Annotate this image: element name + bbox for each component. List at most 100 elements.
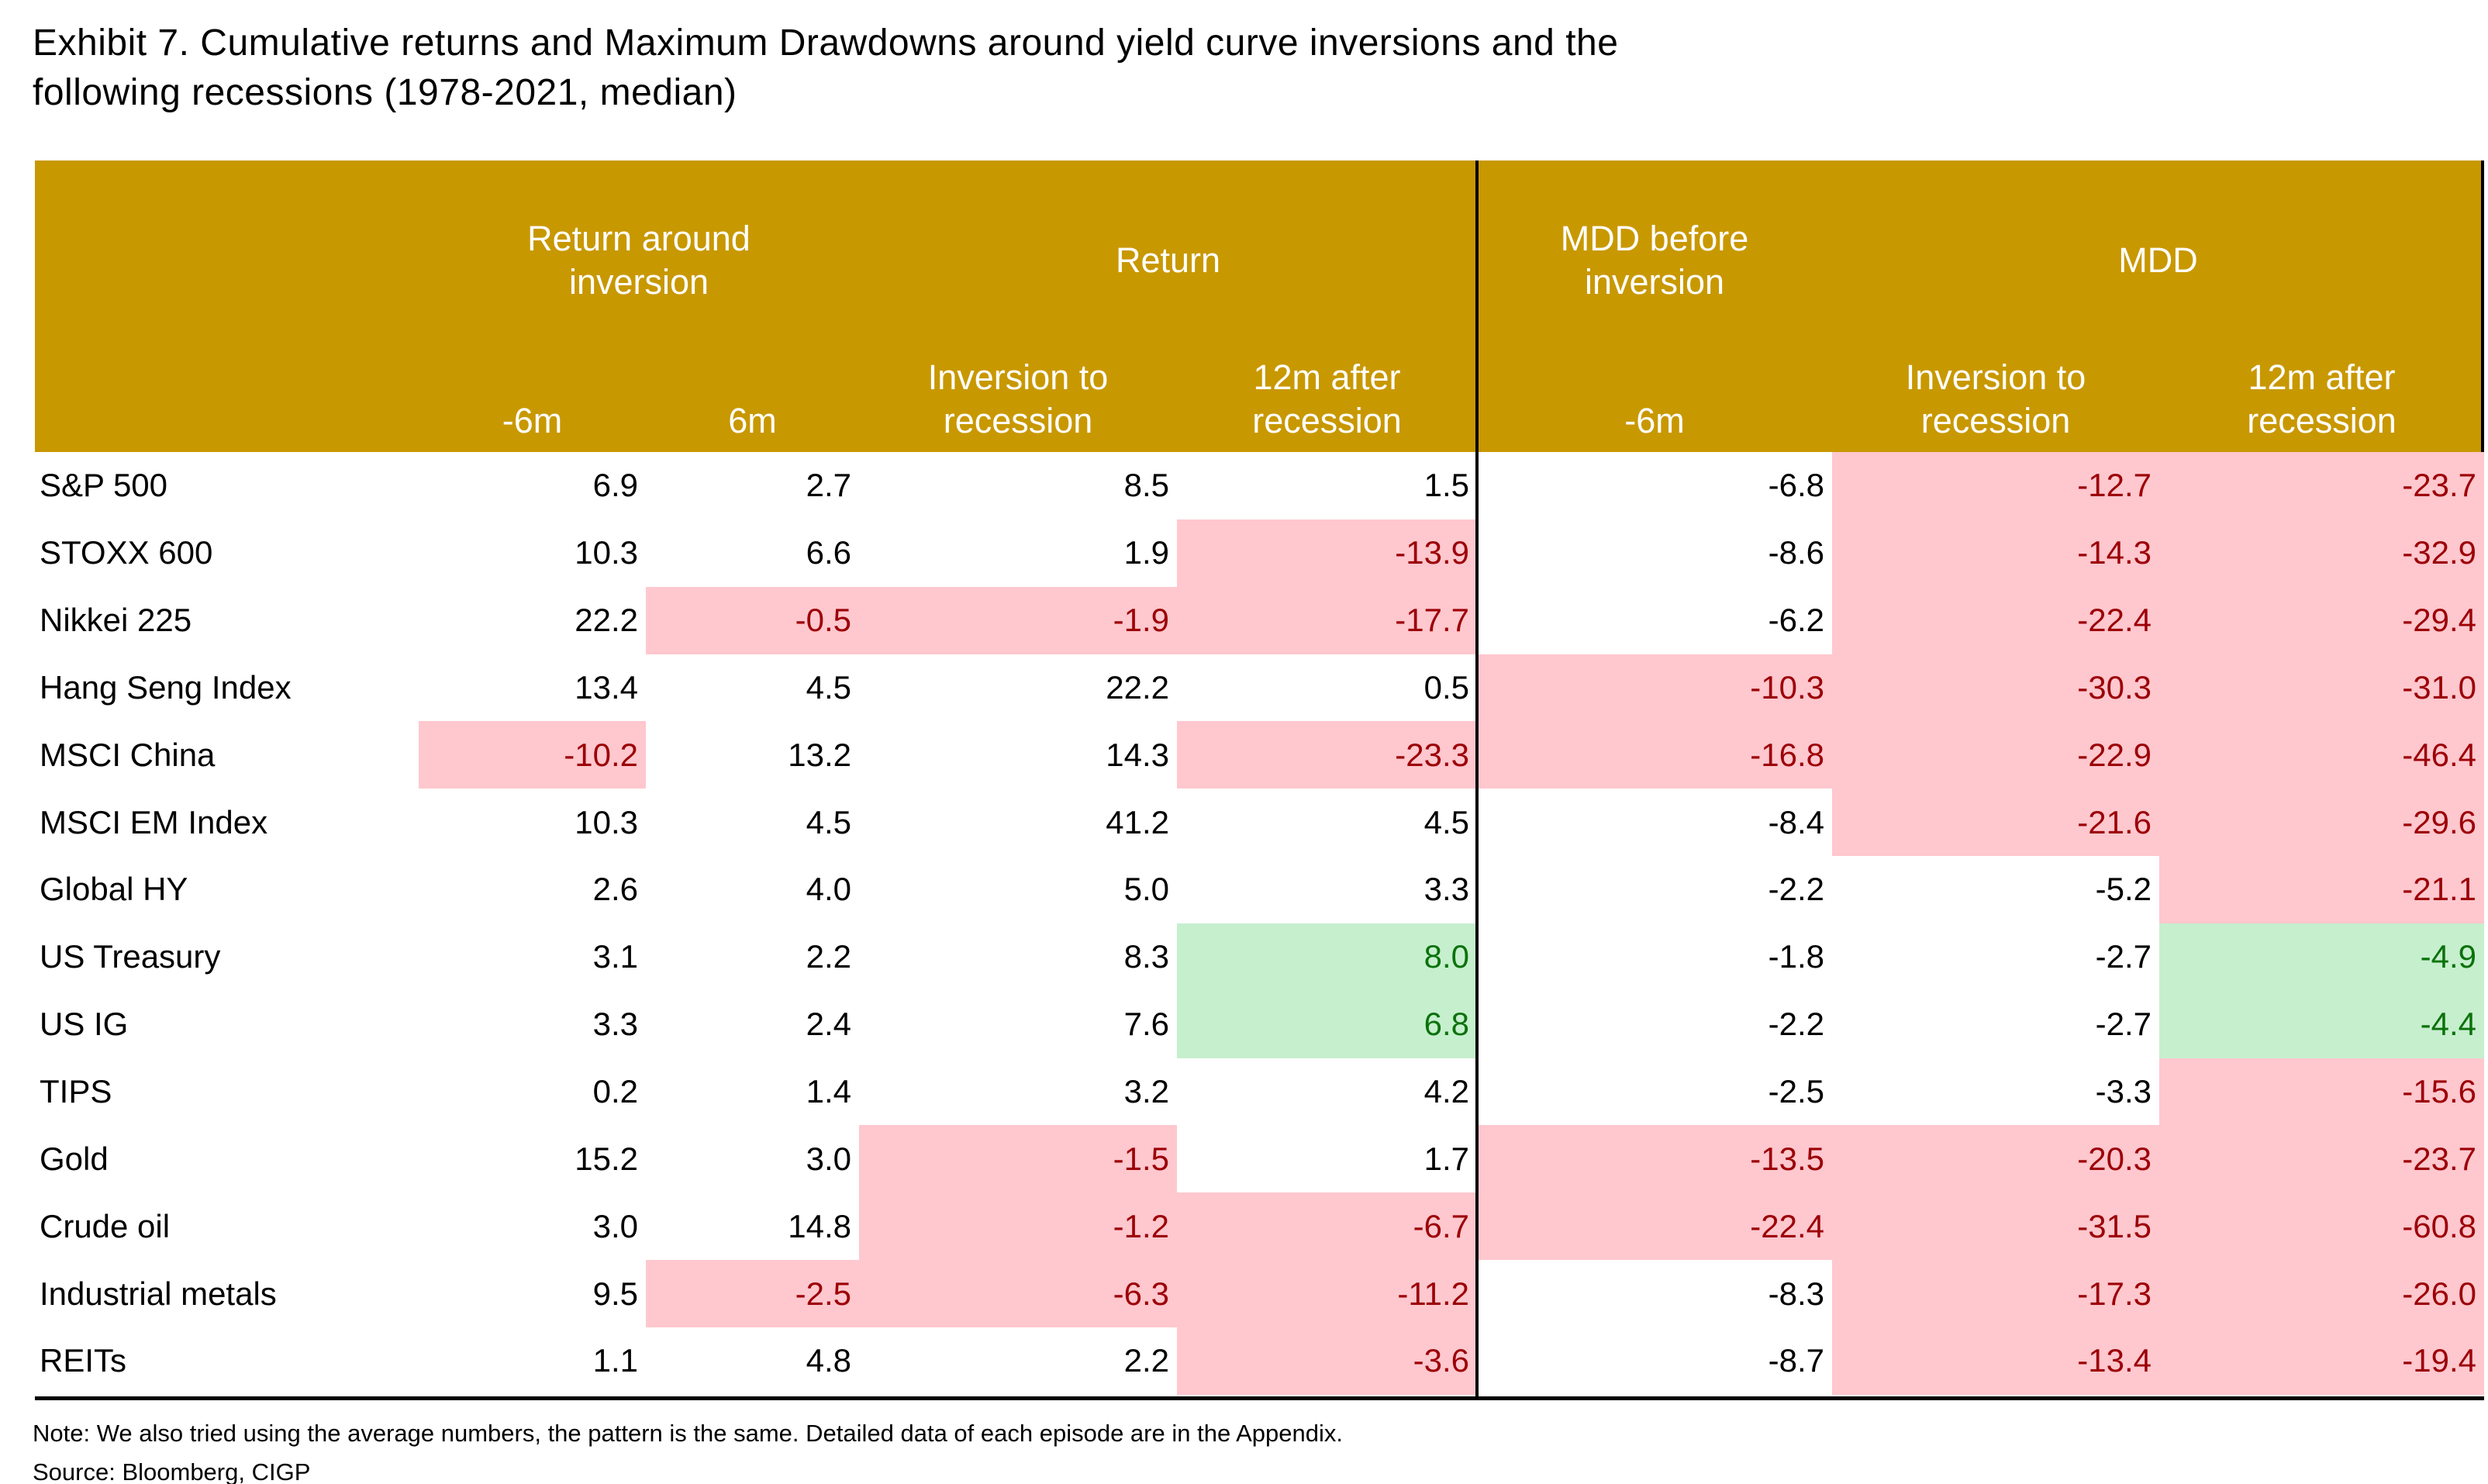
- value-cell: 3.0: [419, 1192, 646, 1261]
- column-header: -6m: [419, 361, 646, 452]
- value-cell: -15.6: [2159, 1058, 2484, 1126]
- value-cell: -23.7: [2159, 1125, 2484, 1193]
- value-cell: -29.4: [2159, 586, 2484, 654]
- value-cell: -3.6: [1177, 1327, 1477, 1395]
- column-header-spacer: [35, 361, 419, 452]
- column-header-label: -6m: [1624, 401, 1685, 440]
- row-label: Hang Seng Index: [35, 654, 419, 722]
- value-cell: 4.5: [646, 789, 859, 857]
- returns-mdd-table: Return around inversion Return MDD before …: [35, 160, 2484, 1395]
- value-cell: -46.4: [2159, 721, 2484, 789]
- column-group-label: Return: [1115, 240, 1221, 280]
- column-header: -6m: [1477, 361, 1832, 452]
- footnotes: Note: We also tried using the average nu…: [33, 1414, 1343, 1484]
- column-header-label: Inversion to recession: [1905, 361, 2086, 440]
- value-cell: 7.6: [859, 990, 1177, 1058]
- value-cell: 2.2: [646, 923, 859, 991]
- value-cell: 9.5: [419, 1260, 646, 1327]
- value-cell: -22.4: [1832, 586, 2159, 654]
- note-line: Note: We also tried using the average nu…: [33, 1420, 1343, 1447]
- value-cell: 14.8: [646, 1192, 859, 1261]
- value-cell: -8.3: [1477, 1260, 1832, 1327]
- value-cell: -4.9: [2159, 923, 2484, 991]
- column-header-label: Inversion to recession: [927, 361, 1109, 440]
- value-cell: -17.3: [1832, 1260, 2159, 1327]
- value-cell: 4.2: [1177, 1058, 1477, 1126]
- value-cell: -2.7: [1832, 923, 2159, 991]
- value-cell: -32.9: [2159, 519, 2484, 587]
- value-cell: -1.9: [859, 586, 1177, 654]
- column-header-label: -6m: [502, 401, 563, 440]
- value-cell: -8.4: [1477, 789, 1832, 857]
- value-cell: 8.0: [1177, 923, 1477, 991]
- value-cell: 10.3: [419, 519, 646, 587]
- value-cell: 1.1: [419, 1327, 646, 1395]
- value-cell: -10.3: [1477, 654, 1832, 722]
- value-cell: -23.3: [1177, 721, 1477, 789]
- value-cell: 14.3: [859, 721, 1177, 789]
- value-cell: -29.6: [2159, 789, 2484, 857]
- column-group-header-spacer: [35, 160, 419, 361]
- column-group-header: Return around inversion: [419, 160, 859, 361]
- value-cell: 1.5: [1177, 452, 1477, 519]
- header-right-border-line: [2481, 160, 2484, 452]
- value-cell: 2.2: [859, 1327, 1177, 1395]
- column-group-header: Return: [859, 160, 1477, 361]
- row-label: Global HY: [35, 856, 419, 923]
- column-header: Inversion to recession: [859, 361, 1177, 452]
- value-cell: -2.2: [1477, 990, 1832, 1058]
- value-cell: 1.4: [646, 1058, 859, 1126]
- source-line: Source: Bloomberg, CIGP: [33, 1458, 311, 1484]
- value-cell: -8.7: [1477, 1327, 1832, 1395]
- value-cell: -10.2: [419, 721, 646, 789]
- value-cell: -30.3: [1832, 654, 2159, 722]
- value-cell: 6.8: [1177, 990, 1477, 1058]
- value-cell: -17.7: [1177, 586, 1477, 654]
- value-cell: -26.0: [2159, 1260, 2484, 1327]
- value-cell: -1.5: [859, 1125, 1177, 1193]
- value-cell: -13.9: [1177, 519, 1477, 587]
- value-cell: 22.2: [859, 654, 1177, 722]
- value-cell: -3.3: [1832, 1058, 2159, 1126]
- value-cell: 3.0: [646, 1125, 859, 1193]
- value-cell: -13.5: [1477, 1125, 1832, 1193]
- value-cell: -2.2: [1477, 856, 1832, 923]
- value-cell: -6.7: [1177, 1192, 1477, 1261]
- value-cell: 15.2: [419, 1125, 646, 1193]
- value-cell: -0.5: [646, 586, 859, 654]
- value-cell: -22.4: [1477, 1192, 1832, 1261]
- section-divider-line: [1475, 160, 1479, 1396]
- value-cell: -23.7: [2159, 452, 2484, 519]
- table-bottom-border: [35, 1396, 2484, 1400]
- column-group-header: MDD before inversion: [1477, 160, 1832, 361]
- column-group-label: MDD before inversion: [1560, 219, 1749, 302]
- value-cell: 3.2: [859, 1058, 1177, 1126]
- row-label: STOXX 600: [35, 519, 419, 587]
- value-cell: 13.4: [419, 654, 646, 722]
- value-cell: 10.3: [419, 789, 646, 857]
- value-cell: -60.8: [2159, 1192, 2484, 1261]
- value-cell: -12.7: [1832, 452, 2159, 519]
- row-label: MSCI China: [35, 721, 419, 789]
- row-label: Gold: [35, 1125, 419, 1193]
- value-cell: 41.2: [859, 789, 1177, 857]
- value-cell: -22.9: [1832, 721, 2159, 789]
- value-cell: -6.8: [1477, 452, 1832, 519]
- value-cell: 0.2: [419, 1058, 646, 1126]
- column-group-header: MDD: [1832, 160, 2484, 361]
- value-cell: 0.5: [1177, 654, 1477, 722]
- column-group-label: Return around inversion: [527, 219, 751, 302]
- column-header-label: 12m after recession: [1252, 361, 1402, 440]
- exhibit-title: Exhibit 7. Cumulative returns and Maximu…: [33, 19, 1618, 118]
- value-cell: 2.6: [419, 856, 646, 923]
- value-cell: 1.9: [859, 519, 1177, 587]
- row-label: Nikkei 225: [35, 586, 419, 654]
- value-cell: 8.5: [859, 452, 1177, 519]
- value-cell: -6.3: [859, 1260, 1177, 1327]
- row-label: Industrial metals: [35, 1260, 419, 1327]
- value-cell: -2.7: [1832, 990, 2159, 1058]
- value-cell: 1.7: [1177, 1125, 1477, 1193]
- value-cell: 6.9: [419, 452, 646, 519]
- column-header: Inversion to recession: [1832, 361, 2159, 452]
- value-cell: 8.3: [859, 923, 1177, 991]
